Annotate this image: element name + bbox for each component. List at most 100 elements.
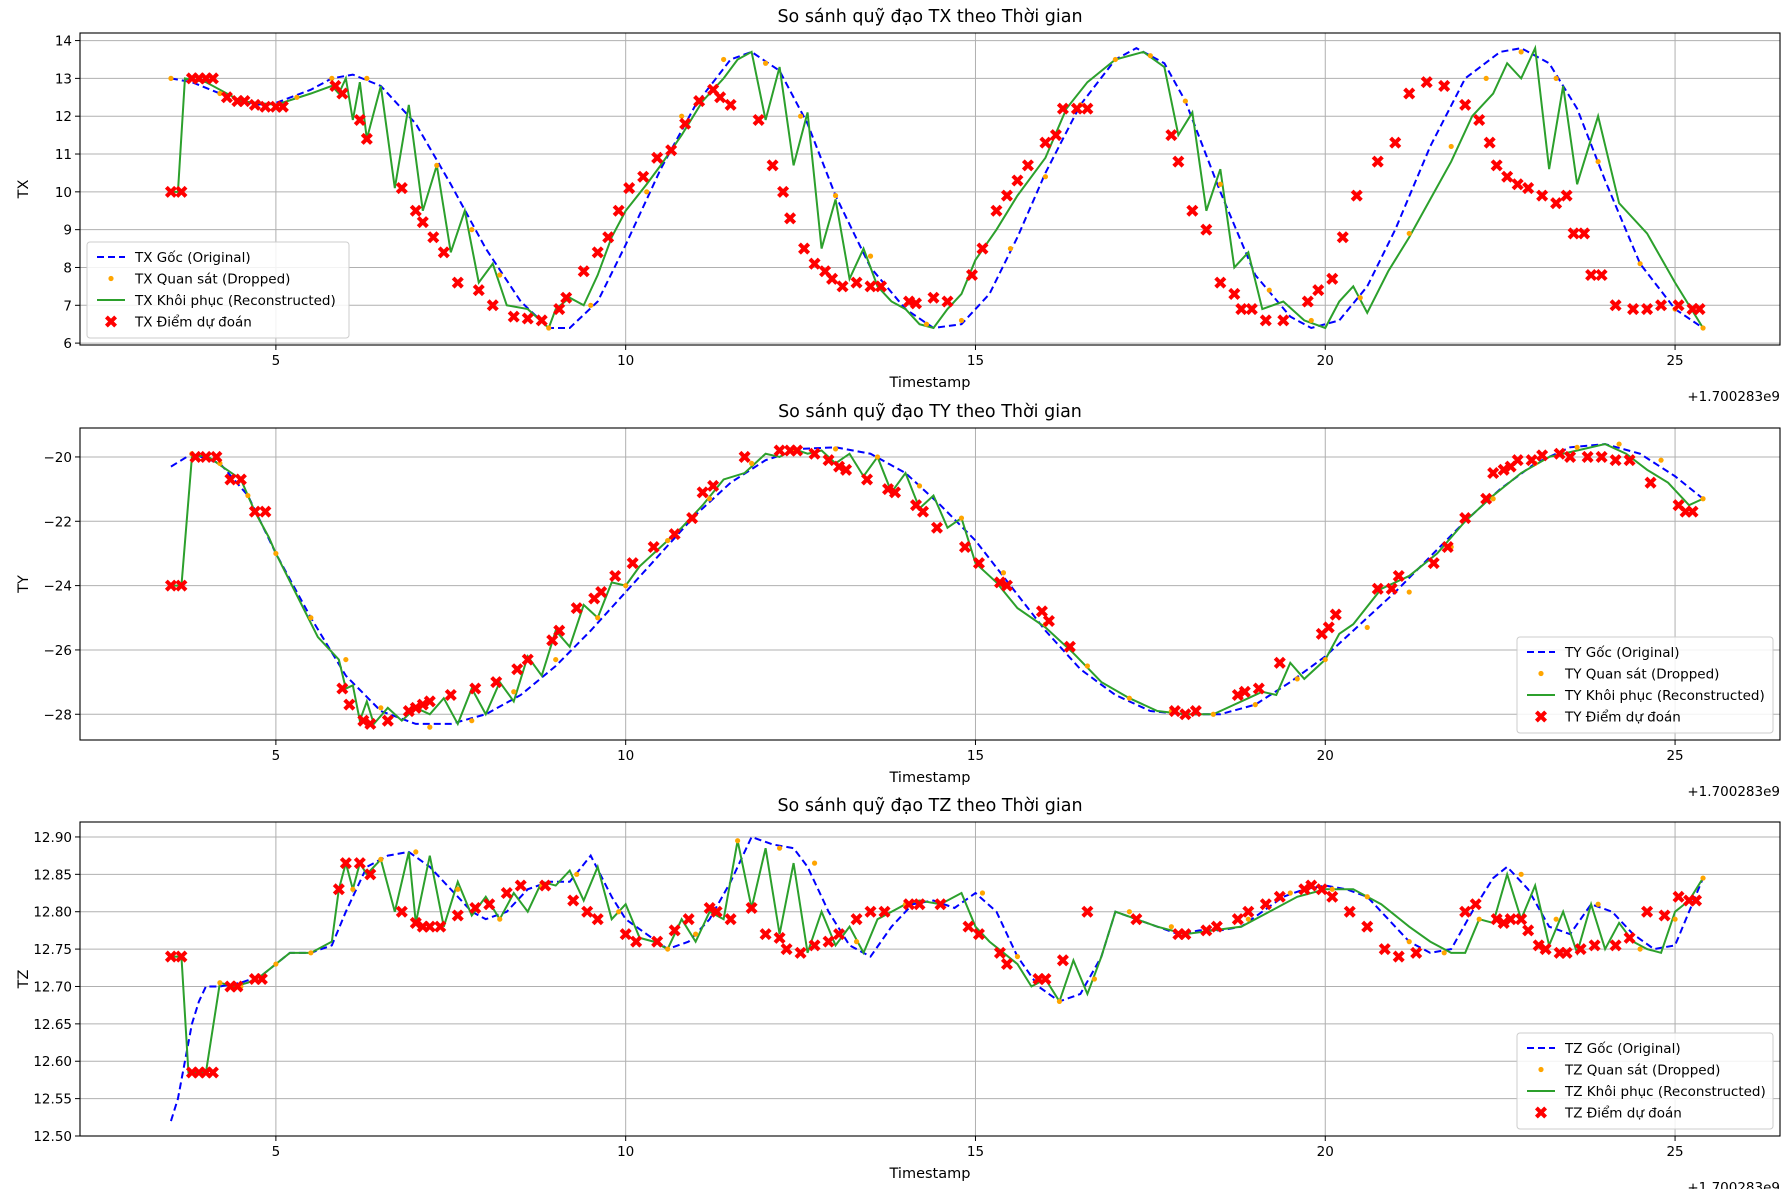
tz-observed-point (1518, 871, 1524, 877)
ty-predicted-marker (570, 602, 583, 615)
tz-predicted-marker (1690, 894, 1703, 907)
ty-predicted-marker (1564, 450, 1577, 463)
tx-predicted-marker (976, 242, 989, 255)
ty-predicted-marker (686, 512, 699, 525)
tx-predicted-marker (651, 151, 664, 164)
ty-predicted-marker (402, 705, 415, 718)
tz-x-offset-label: +1.700283e9 (1687, 1180, 1780, 1189)
tz-plot-area (164, 835, 1706, 1122)
tx-observed-point (1112, 56, 1118, 63)
tx-predicted-marker (238, 95, 251, 108)
tz-predicted-marker (1298, 883, 1311, 896)
tx-predicted-marker (1609, 299, 1622, 312)
ty-predicted-marker (972, 557, 985, 570)
ty-subplot: 5 10 15 20 25 −28 −26 −24 −22 −20 So sánh quỹ đạo … (16, 402, 1781, 800)
tz-predicted-marker (539, 879, 552, 892)
tx-predicted-marker (427, 231, 440, 244)
tz-y-tick-label: 12.50 (33, 1129, 72, 1145)
tz-predicted-marker (206, 1066, 219, 1079)
ty-observed-point (665, 537, 671, 544)
tz-predicted-marker (773, 931, 786, 944)
tx-predicted-marker (1165, 129, 1178, 142)
ty-x-tick-label: 5 (272, 748, 281, 764)
tz-predicted-marker (591, 913, 604, 926)
tx-observed-point (1448, 143, 1454, 150)
tz-predicted-marker (745, 901, 758, 914)
ty-observed-point (1252, 702, 1258, 708)
tz-observed-point (616, 909, 622, 915)
tx-observed-point (1483, 75, 1489, 81)
ty-predicted-marker (1035, 605, 1048, 618)
tx-x-tick-label: 15 (967, 353, 984, 369)
tz-predicted-marker (581, 905, 594, 918)
ty-observed-point (1490, 496, 1496, 502)
legend-handle-predicted (1534, 710, 1548, 723)
tx-predicted-marker (1186, 204, 1199, 217)
tx-observed-point (588, 302, 594, 308)
tz-predicted-marker (972, 928, 985, 941)
ty-predicted-marker (696, 486, 709, 499)
tx-observed-point (1406, 230, 1412, 237)
tx-predicted-marker (777, 185, 790, 198)
tz-y-tick-label: 12.75 (33, 942, 72, 958)
tz-observed-point (1168, 924, 1174, 930)
ty-series-reconstructed-line (170, 443, 1704, 727)
ty-predicted-marker (1525, 454, 1538, 467)
ty-predicted-marker (1000, 579, 1013, 592)
ty-predicted-marker (1609, 454, 1622, 467)
tz-observed-point (1364, 894, 1370, 900)
tz-predicted-marker (1242, 905, 1255, 918)
tz-x-tick-label: 20 (1317, 1144, 1334, 1160)
tz-observed-point (1476, 916, 1482, 922)
tz-predicted-marker (808, 939, 821, 952)
ty-predicted-marker (546, 634, 559, 647)
legend-box (86, 241, 350, 339)
ty-predicted-marker (1441, 540, 1454, 554)
tx-predicted-marker (1403, 87, 1416, 100)
tz-predicted-marker (1672, 890, 1685, 903)
legend-label-tz-g-c-original: TZ Gốc (Original) (1564, 1040, 1681, 1057)
ty-x-offset-label: +1.700283e9 (1687, 784, 1780, 800)
tx-observed-point (1518, 49, 1524, 55)
tz-observed-point (853, 939, 860, 945)
ty-observed-point (1574, 444, 1580, 450)
ty-predicted-marker (1329, 608, 1342, 621)
legend-label-ty-kh-i-ph-c-reconstructed: TY Khôi phục (Reconstructed) (1564, 688, 1765, 704)
tx-predicted-marker (1000, 189, 1013, 202)
tz-x-tick-label: 10 (617, 1144, 634, 1160)
ty-predicted-marker (840, 463, 853, 476)
tx-predicted-marker (808, 257, 821, 270)
tx-predicted-marker (1585, 269, 1598, 282)
legend-label-tz-i-m-d-o-n: TZ Điểm dự đoán (1564, 1105, 1682, 1122)
tx-y-tick-label: 11 (55, 147, 72, 163)
tx-predicted-marker (560, 291, 573, 304)
ty-predicted-marker (861, 473, 874, 486)
tx-observed-point (1553, 75, 1559, 81)
tx-observed-point (644, 189, 650, 195)
tz-predicted-marker (1231, 913, 1244, 926)
tx-x-offset-label: +1.700283e9 (1687, 389, 1780, 405)
ty-predicted-marker (1686, 505, 1699, 518)
tz-predicted-marker (514, 879, 527, 892)
tx-observed-point (679, 113, 685, 119)
legend-label-ty-g-c-original: TY Gốc (Original) (1564, 644, 1680, 661)
tx-predicted-marker (1200, 223, 1213, 236)
tz-observed-point (776, 845, 783, 851)
ty-y-tick-label: −28 (44, 707, 73, 723)
tx-predicted-marker (1081, 102, 1094, 115)
tz-observed-point (350, 886, 356, 892)
tx-predicted-marker (752, 113, 765, 126)
tx-predicted-marker (1459, 98, 1472, 111)
tx-predicted-marker (784, 212, 797, 225)
tz-observed-point (455, 886, 461, 892)
tx-predicted-marker (1511, 178, 1524, 191)
tz-subplot: 5 10 15 20 25 12.50 12.55 12.60 12.65 12.70 12.75 1… (16, 796, 1781, 1189)
ty-predicted-marker (381, 714, 394, 727)
tz-predicted-marker (409, 916, 422, 929)
tz-predicted-marker (1305, 879, 1318, 892)
ty-chart-title: So sánh quỹ đạo TY theo Thời gian (778, 402, 1082, 422)
tz-predicted-marker (1532, 939, 1545, 952)
tx-predicted-marker (665, 144, 678, 157)
legend-label-tz-quan-s-t-dropped: TZ Quan sát (Dropped) (1564, 1063, 1720, 1079)
tz-observed-point (378, 856, 384, 862)
